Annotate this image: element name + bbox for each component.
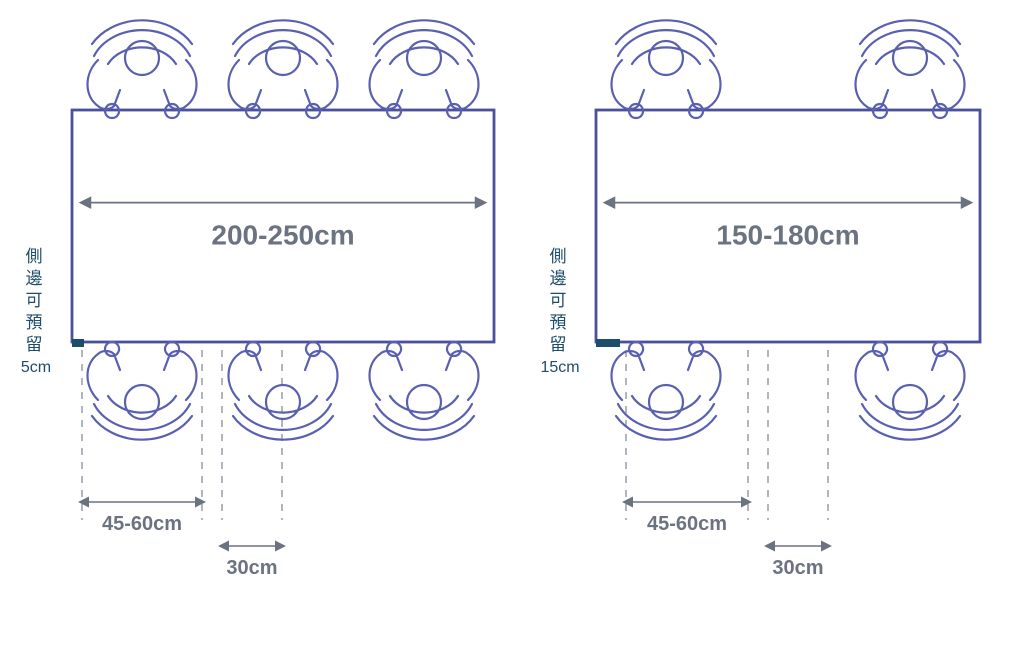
- person-top: [229, 20, 338, 118]
- dimension-label: 45-60cm: [102, 513, 182, 535]
- side-reserve-label: 預: [26, 313, 43, 332]
- side-reserve-marker: [72, 339, 84, 347]
- table-length-label: 150-180cm: [716, 220, 859, 251]
- person-bottom: [856, 342, 965, 440]
- person-top: [370, 20, 479, 118]
- side-reserve-label: 邊: [26, 269, 43, 288]
- side-reserve-value: 15cm: [540, 359, 579, 376]
- side-reserve-label: 側: [26, 247, 43, 266]
- table-panel: 150-180cm 側邊可預留 15cm 45-60cm 30cm: [540, 110, 980, 579]
- dimension-label: 30cm: [226, 557, 277, 579]
- side-reserve-label: 邊: [550, 269, 567, 288]
- person-bottom: [370, 342, 479, 440]
- person-bottom: [88, 342, 197, 440]
- person-bottom: [612, 342, 721, 440]
- person-top: [612, 20, 721, 118]
- side-reserve-marker: [596, 339, 620, 347]
- person-top: [88, 20, 197, 118]
- table-length-label: 200-250cm: [211, 220, 354, 251]
- side-reserve-label: 可: [550, 291, 567, 310]
- person-bottom: [229, 342, 338, 440]
- side-reserve-label: 可: [26, 291, 43, 310]
- side-reserve-label: 留: [26, 335, 43, 354]
- dimension-label: 30cm: [772, 557, 823, 579]
- side-reserve-value: 5cm: [21, 359, 51, 376]
- side-reserve-label: 留: [550, 335, 567, 354]
- dimension-label: 45-60cm: [647, 513, 727, 535]
- person-top: [856, 20, 965, 118]
- side-reserve-label: 側: [550, 247, 567, 266]
- side-reserve-label: 預: [550, 313, 567, 332]
